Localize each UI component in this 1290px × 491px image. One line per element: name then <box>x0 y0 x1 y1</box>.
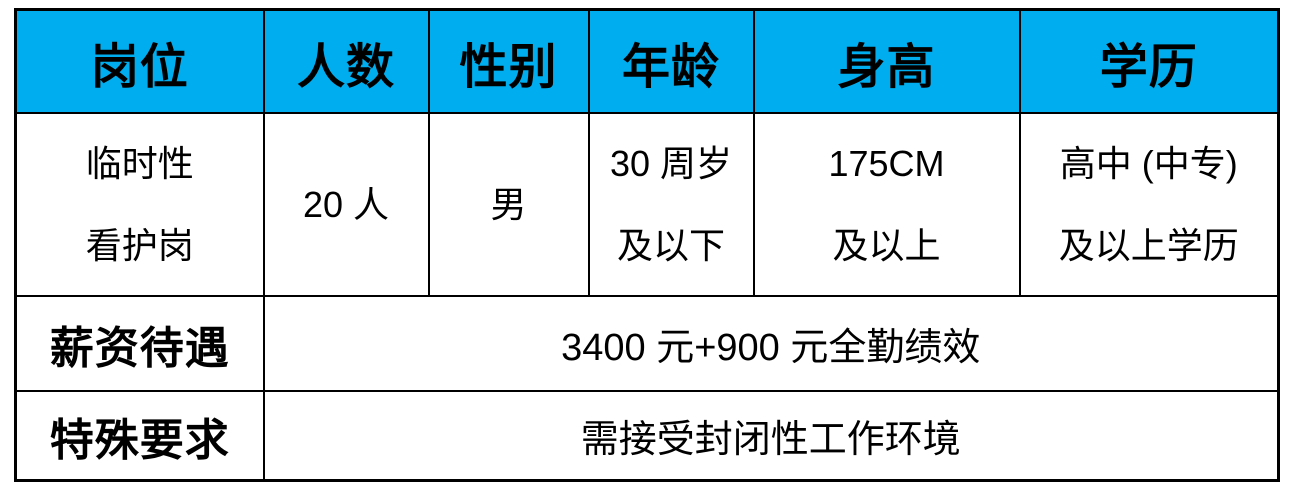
special-value-cell: 需接受封闭性工作环境 <box>262 390 1280 482</box>
job-recruitment-table: 岗位 人数 性别 年龄 身高 学历 临时性 看护岗 20 人 男 <box>14 8 1280 482</box>
table-salary-row: 薪资待遇 3400 元+900 元全勤绩效 <box>14 295 1280 392</box>
header-cell-education: 学历 <box>1018 8 1280 114</box>
cell-age: 30 周岁 及以下 <box>587 112 755 297</box>
cell-education: 高中 (中专) 及以上学历 <box>1018 112 1280 297</box>
header-cell-gender: 性别 <box>427 8 590 114</box>
table-data-row: 临时性 看护岗 20 人 男 30 周岁 及以下 175CM 及以上 <box>14 112 1280 297</box>
cell-education-line1: 高中 (中专) <box>1059 142 1238 184</box>
cell-gender: 男 <box>427 112 590 297</box>
table-header-row: 岗位 人数 性别 年龄 身高 学历 <box>14 8 1280 114</box>
salary-value-cell: 3400 元+900 元全勤绩效 <box>262 295 1280 392</box>
cell-position: 临时性 看护岗 <box>14 112 265 297</box>
header-cell-count: 人数 <box>262 8 430 114</box>
salary-label-cell: 薪资待遇 <box>14 295 265 392</box>
cell-count: 20 人 <box>262 112 430 297</box>
cell-age-line2: 及以下 <box>616 224 725 266</box>
header-cell-height: 身高 <box>752 8 1021 114</box>
cell-height-line2: 及以上 <box>832 224 941 266</box>
cell-gender-text: 男 <box>490 183 527 225</box>
header-cell-position: 岗位 <box>14 8 265 114</box>
cell-height-line1: 175CM <box>828 142 945 184</box>
cell-position-line1: 临时性 <box>85 142 194 184</box>
cell-position-line2: 看护岗 <box>85 224 194 266</box>
cell-count-text: 20 人 <box>302 183 390 225</box>
table-special-row: 特殊要求 需接受封闭性工作环境 <box>14 390 1280 482</box>
cell-education-line2: 及以上学历 <box>1058 224 1239 266</box>
special-label-cell: 特殊要求 <box>14 390 265 482</box>
cell-height: 175CM 及以上 <box>752 112 1021 297</box>
cell-age-line1: 30 周岁 <box>609 142 733 184</box>
header-cell-age: 年龄 <box>587 8 755 114</box>
